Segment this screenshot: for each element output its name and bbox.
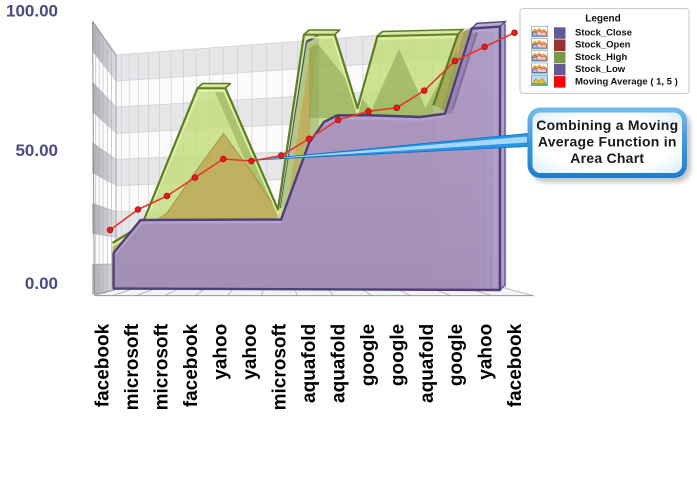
svg-text:Average Function in: Average Function in — [538, 133, 677, 149]
svg-text:aquafold: aquafold — [328, 324, 349, 403]
svg-text:100.00: 100.00 — [6, 2, 58, 21]
svg-text:Legend: Legend — [585, 14, 621, 25]
svg-text:facebook: facebook — [181, 323, 202, 407]
svg-text:Stock_Close: Stock_Close — [575, 28, 632, 39]
svg-text:facebook: facebook — [93, 323, 114, 407]
svg-text:Moving Average ( 1, 5 ): Moving Average ( 1, 5 ) — [575, 76, 678, 87]
svg-text:yahoo: yahoo — [240, 324, 261, 380]
svg-text:microsoft: microsoft — [269, 323, 290, 410]
svg-text:microsoft: microsoft — [122, 323, 143, 410]
svg-text:yahoo: yahoo — [476, 324, 497, 380]
svg-text:50.00: 50.00 — [15, 141, 58, 160]
svg-text:0.00: 0.00 — [25, 274, 58, 293]
svg-text:google: google — [446, 324, 467, 386]
svg-text:microsoft: microsoft — [152, 323, 173, 410]
svg-text:google: google — [358, 324, 379, 386]
svg-text:aquafold: aquafold — [299, 324, 320, 403]
svg-text:Stock_High: Stock_High — [575, 52, 627, 63]
svg-text:google: google — [387, 324, 408, 386]
svg-text:aquafold: aquafold — [417, 324, 438, 403]
svg-text:facebook: facebook — [505, 323, 526, 407]
svg-text:Combining a Moving: Combining a Moving — [536, 117, 678, 133]
svg-text:Area Chart: Area Chart — [570, 150, 644, 166]
svg-text:Stock_Low: Stock_Low — [575, 64, 626, 75]
svg-text:Stock_Open: Stock_Open — [575, 40, 631, 51]
svg-text:yahoo: yahoo — [211, 324, 232, 380]
